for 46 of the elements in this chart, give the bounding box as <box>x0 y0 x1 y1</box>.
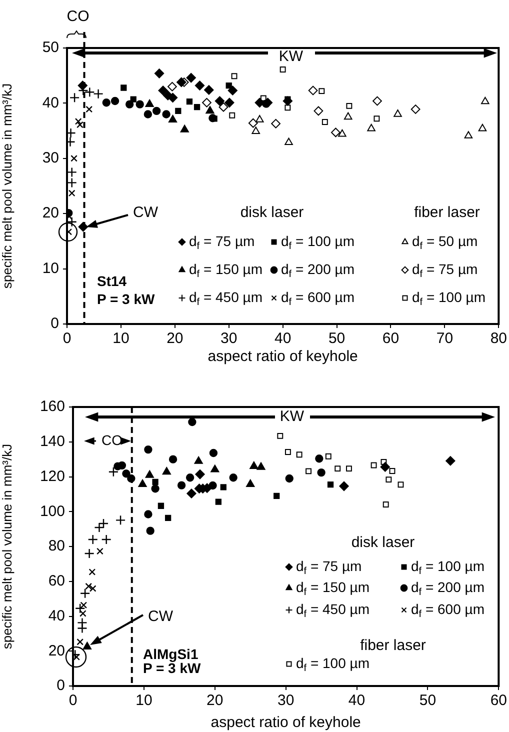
annotation: AlMgSi1 <box>143 646 198 662</box>
y-axis-title: specific melt pool volume in mm³/kJ <box>0 444 14 650</box>
x-tick-label: 40 <box>274 330 292 348</box>
y-tick-label: 10 <box>42 260 59 277</box>
text: CO <box>66 8 90 26</box>
annotation: P = 3 kW <box>97 290 156 307</box>
y-tick-label: 80 <box>48 538 65 555</box>
annotation: CW <box>148 608 174 626</box>
y-tick-label: 0 <box>56 677 65 694</box>
y-axis-title: specific melt pool volume in mm³/kJ <box>0 83 14 289</box>
y-tick-label: 120 <box>40 468 65 485</box>
annotation: St14 <box>97 272 127 289</box>
annotation: KW <box>278 48 304 66</box>
y-tick-label: 100 <box>40 502 65 520</box>
y-tick-label: 40 <box>42 94 59 112</box>
y-tick-label: 20 <box>48 642 65 660</box>
annotation: CW <box>133 204 159 222</box>
y-tick-label: 160 <box>40 398 65 416</box>
x-tick-label: 10 <box>112 330 130 348</box>
x-tick-label: 0 <box>68 692 78 710</box>
x-tick-label: 20 <box>166 330 184 348</box>
x-tick-label: 40 <box>348 692 366 710</box>
y-tick-label: 140 <box>40 433 65 450</box>
annotation: disk laser <box>351 534 415 552</box>
y-tick-label: 30 <box>42 150 59 167</box>
x-tick-label: 30 <box>220 330 238 348</box>
y-tick-label: 60 <box>48 572 65 590</box>
x-tick-label: 50 <box>419 692 436 710</box>
x-tick-label: 30 <box>277 692 294 710</box>
x-tick-label: 50 <box>328 330 346 348</box>
x-tick-label: 60 <box>382 330 400 348</box>
x-axis-title: aspect ratio of keyhole <box>210 714 361 732</box>
annotation: KW <box>280 408 305 426</box>
x-tick-label: 20 <box>206 692 224 710</box>
y-tick-label: 0 <box>50 315 59 332</box>
annotation: fiber laser <box>360 637 426 654</box>
x-tick-label: 80 <box>490 330 507 348</box>
y-tick-label: 20 <box>42 204 59 222</box>
x-tick-label: 60 <box>490 692 507 710</box>
x-tick-label: 10 <box>136 692 152 710</box>
annotation: disk laser <box>240 204 304 222</box>
x-tick-label: 70 <box>436 330 454 348</box>
x-axis-title: aspect ratio of keyhole <box>208 348 358 366</box>
y-tick-label: 40 <box>48 607 65 624</box>
annotation: fiber laser <box>414 204 480 222</box>
y-tick-label: 50 <box>42 39 59 56</box>
